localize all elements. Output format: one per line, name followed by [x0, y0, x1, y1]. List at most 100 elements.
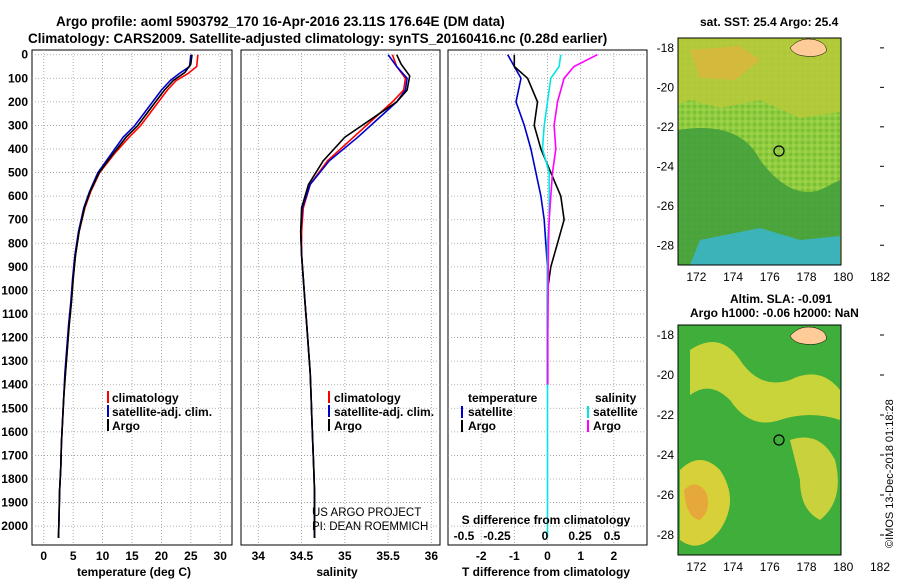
sla-map [677, 324, 842, 556]
sla-map-title-2: Argo h1000: -0.06 h2000: NaN [690, 306, 859, 320]
sla-yellow-blob-3 [790, 437, 838, 520]
sla-orange-blob [684, 484, 708, 520]
depth-tick-label: 400 [8, 142, 28, 156]
series-line-argo [299, 54, 411, 538]
s-tick-label: 0.5 [604, 529, 621, 543]
x-tick-label: 25 [184, 549, 198, 563]
map-lon-tick-label: 180 [833, 270, 853, 284]
s-tick-label: 0 [542, 529, 549, 543]
x-tick-label: 1 [577, 549, 584, 563]
depth-tick-label: 700 [8, 213, 28, 227]
map-lat-tick-label: -18 [657, 328, 675, 342]
x-tick-label: -1 [509, 549, 520, 563]
map-lon-tick-label: 180 [833, 560, 853, 574]
map-lon-tick-label: 178 [797, 270, 817, 284]
depth-tick-labels: 0 100 200 300 400 500 600 700 800 900 1000 1100 1200… [1, 48, 28, 533]
s-tick-label: 0.25 [568, 529, 592, 543]
temperature-panel-frame [31, 49, 233, 546]
sst-cool-tongue [678, 128, 840, 265]
map-lat-tick-label: -24 [657, 159, 675, 173]
sst-map-tick-labels: 172 174 176 178 180 182 -18 -20 -22 -24 -26 -28 [657, 41, 891, 284]
map-lat-tick-label: -26 [657, 488, 675, 502]
map-lon-tick-label: 174 [723, 270, 743, 284]
s-difference-axis-label: S difference from climatology [462, 513, 631, 527]
imos-timestamp: ©IMOS 13-Dec-2018 01:18:28 [884, 399, 896, 548]
legend-label-s-argo: Argo [593, 419, 621, 433]
x-tick-label: 0 [40, 549, 47, 563]
s-difference-tick-labels: -0.5 -0.25 0 0.25 0.5 [454, 529, 621, 543]
legend-label-satellite: satellite-adj. clim. [334, 405, 434, 419]
title-line-2: Climatology: CARS2009. Satellite-adjuste… [28, 31, 607, 46]
map-lat-tick-label: -28 [657, 528, 675, 542]
map-lon-tick-label: 182 [870, 270, 890, 284]
map-lon-tick-label: 176 [760, 270, 780, 284]
map-lat-tick-label: -22 [657, 408, 675, 422]
legend-label-climatology: climatology [112, 391, 179, 405]
depth-tick-label: 800 [8, 236, 28, 250]
map-lat-tick-label: -26 [657, 199, 675, 213]
legend-label-satellite: satellite-adj. clim. [112, 405, 212, 419]
x-tick-labels: 0 5 10 15 20 25 30 34 34.5 35 35.5 36 -2 -1 0 1 2 [40, 549, 617, 563]
depth-tick-label: 1700 [1, 448, 28, 462]
depth-tick-label: 900 [8, 260, 28, 274]
map-lon-tick-label: 174 [723, 560, 743, 574]
profile-series [57, 53, 598, 538]
depth-tick-label: 1000 [1, 283, 28, 297]
legend-label-climatology: climatology [334, 391, 401, 405]
temperature-axis-label: temperature (deg C) [77, 565, 191, 579]
depth-tick-label: 1800 [1, 472, 28, 486]
depth-tick-label: 1900 [1, 496, 28, 510]
x-tick-label: 5 [70, 549, 77, 563]
credit-line-1: US ARGO PROJECT [312, 507, 421, 519]
legend-title-temperature: temperature [468, 391, 538, 405]
depth-tick-label: 600 [8, 189, 28, 203]
depth-tick-label: 1600 [1, 425, 28, 439]
sst-map-title: sat. SST: 25.4 Argo: 25.4 [700, 15, 839, 29]
map-lon-tick-label: 172 [686, 270, 706, 284]
sla-map-tick-labels: 172 174 176 178 180 182 -18 -20 -22 -24 -26 -28 [657, 328, 891, 574]
x-tick-label: 35 [338, 549, 352, 563]
depth-tick-label: 1500 [1, 401, 28, 415]
map-lon-tick-label: 182 [870, 560, 890, 574]
sla-float-position-marker [773, 434, 785, 446]
sla-yellow-blob-1 [690, 342, 840, 423]
depth-tick-label: 0 [21, 48, 28, 62]
x-tick-label: 10 [96, 549, 110, 563]
x-tick-label: 30 [214, 549, 228, 563]
sst-blue-patch [690, 228, 840, 265]
x-tick-label: 15 [125, 549, 139, 563]
salinity-axis-label: salinity [316, 565, 358, 579]
depth-tick-label: 100 [8, 71, 28, 85]
x-tick-label: 20 [155, 549, 169, 563]
sst-orange-patch [690, 46, 760, 80]
x-tick-label: 36 [425, 549, 439, 563]
sst-map [677, 37, 842, 266]
depth-tick-label: 2000 [1, 519, 28, 533]
x-tick-label: 0 [544, 549, 551, 563]
map-lat-tick-label: -22 [657, 120, 675, 134]
map-lat-tick-label: -18 [657, 41, 675, 55]
depth-tick-label: 300 [8, 118, 28, 132]
sla-map-title-1: Altim. SLA: -0.091 [730, 292, 832, 306]
depth-tick-label: 200 [8, 95, 28, 109]
x-tick-label: 34.5 [290, 549, 314, 563]
map-lat-tick-label: -28 [657, 238, 675, 252]
difference-legend: temperature salinity satellite Argo sate… [461, 391, 638, 433]
title-line-1: Argo profile: aoml 5903792_170 16-Apr-20… [56, 14, 505, 29]
credit-line-2: PI: DEAN ROEMMICH [312, 521, 428, 533]
map-lat-tick-label: -20 [657, 80, 675, 94]
salinity-legend: climatology satellite-adj. clim. Argo [328, 391, 434, 433]
sst-land-fiji [789, 38, 827, 57]
s-tick-label: -0.5 [454, 529, 475, 543]
sla-land-fiji [789, 326, 827, 345]
series-line-argo [57, 54, 193, 538]
map-lon-tick-label: 172 [686, 560, 706, 574]
sla-map-frame [677, 324, 842, 556]
depth-tick-label: 500 [8, 166, 28, 180]
depth-tick-label: 1300 [1, 354, 28, 368]
map-lat-tick-label: -24 [657, 448, 675, 462]
sst-float-position-marker [773, 145, 785, 157]
legend-label-argo: Argo [334, 419, 362, 433]
depth-tick-label: 1100 [2, 307, 28, 321]
